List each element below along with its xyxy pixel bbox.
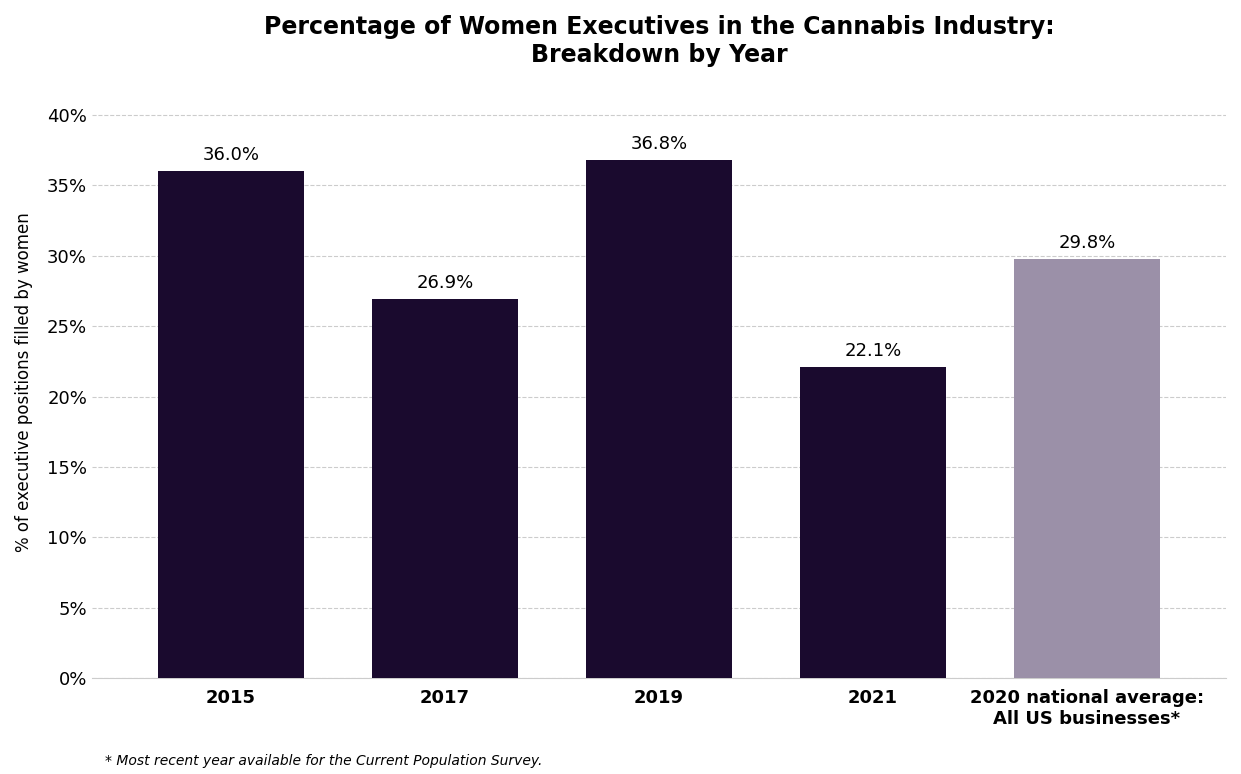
- Y-axis label: % of executive positions filled by women: % of executive positions filled by women: [15, 213, 34, 553]
- Bar: [586, 160, 732, 678]
- Text: 29.8%: 29.8%: [1059, 234, 1116, 252]
- Text: 26.9%: 26.9%: [416, 274, 474, 293]
- Text: 36.0%: 36.0%: [202, 146, 259, 164]
- Bar: [158, 171, 304, 678]
- Text: 22.1%: 22.1%: [844, 342, 901, 360]
- Bar: [800, 367, 946, 678]
- Bar: [1014, 259, 1159, 678]
- Title: Percentage of Women Executives in the Cannabis Industry:
Breakdown by Year: Percentage of Women Executives in the Ca…: [263, 15, 1055, 67]
- Text: * Most recent year available for the Current Population Survey.: * Most recent year available for the Cur…: [105, 754, 542, 768]
- Text: 36.8%: 36.8%: [630, 135, 688, 153]
- Bar: [372, 300, 517, 678]
